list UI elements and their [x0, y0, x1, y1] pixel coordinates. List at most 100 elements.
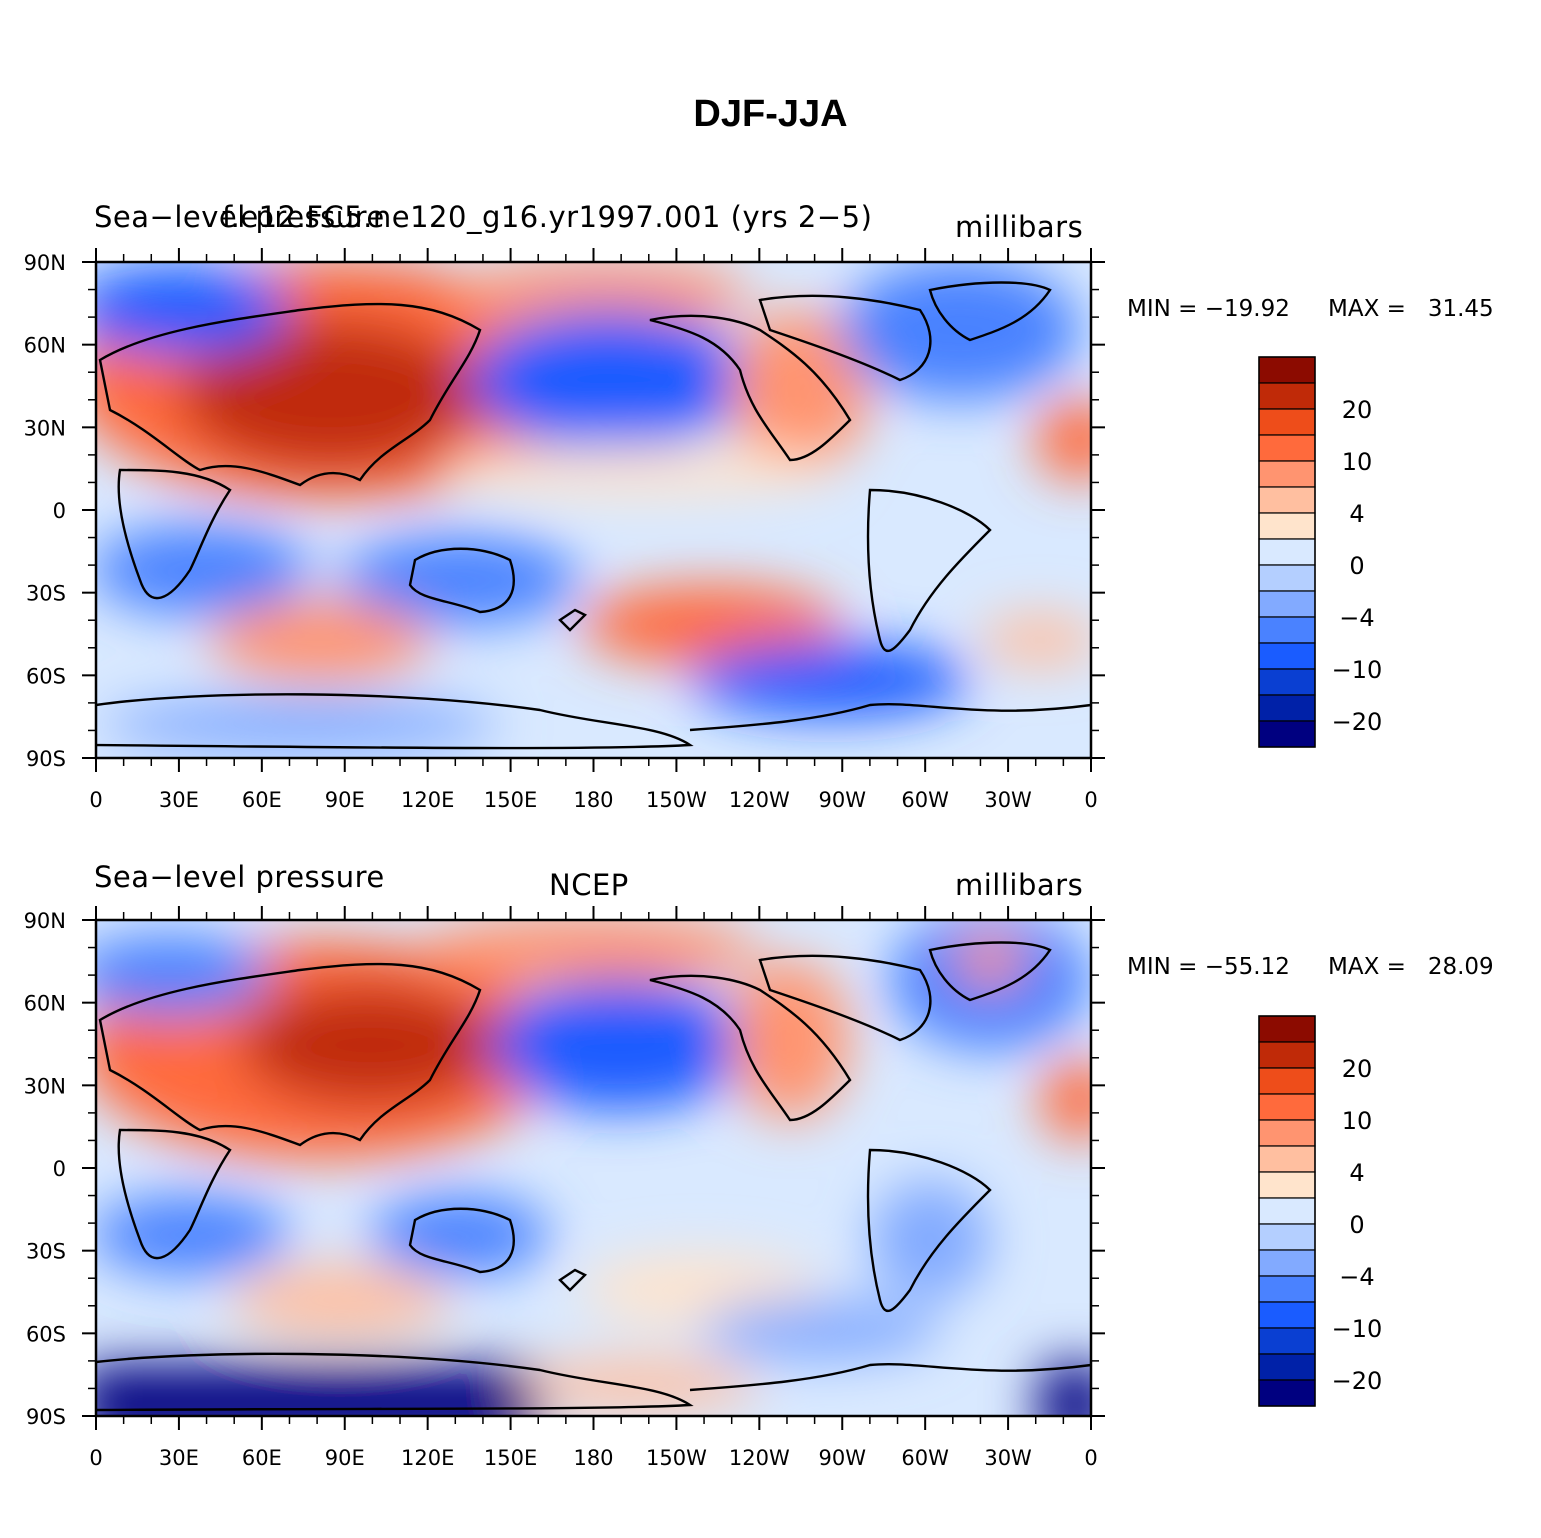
- x-tick-label: 120W: [729, 1446, 790, 1470]
- y-tick-label: 30S: [26, 1240, 66, 1264]
- panel1-colorbar: 20 10 4 0 −4 −10 −20: [1258, 356, 1383, 748]
- x-tick-label: 0: [1084, 788, 1097, 812]
- x-tick-label: 90W: [819, 788, 867, 812]
- panel2-max: MAX = 28.09: [1328, 954, 1494, 980]
- colorbar-box: [1258, 356, 1316, 384]
- x-tick-label: 60W: [901, 1446, 949, 1470]
- colorbar-box: [1258, 382, 1316, 410]
- colorbar-box: [1258, 1171, 1316, 1199]
- y-tick-label: 90N: [24, 909, 66, 933]
- colorbar-box: [1258, 1093, 1316, 1121]
- colorbar-label: 20: [1342, 1055, 1373, 1083]
- colorbar-box: [1258, 668, 1316, 696]
- x-tick-label: 150E: [484, 788, 537, 812]
- y-tick-label: 0: [53, 499, 66, 523]
- colorbar-box: [1258, 538, 1316, 566]
- colorbar-box: [1258, 590, 1316, 618]
- colorbar-box: [1258, 1119, 1316, 1147]
- x-tick-label: 150E: [484, 1446, 537, 1470]
- colorbar-box: [1258, 1327, 1316, 1355]
- x-tick-label: 180: [573, 788, 613, 812]
- colorbar-label: −10: [1332, 656, 1383, 684]
- x-tick-label: 90E: [325, 1446, 365, 1470]
- panel1-map: 0 30E 60E 90E 120E 150E 180 150W 120W 90W 60W 30W 09…: [24, 248, 1105, 812]
- x-tick-label: 60E: [242, 788, 282, 812]
- x-tick-label: 120E: [401, 1446, 454, 1470]
- colorbar-label: 0: [1349, 552, 1364, 580]
- x-tick-label: 30E: [159, 788, 199, 812]
- y-tick-label: 60S: [26, 664, 66, 688]
- x-tick-label: 30W: [984, 1446, 1032, 1470]
- x-tick-label: 150W: [646, 1446, 707, 1470]
- panel2-coastlines: [95, 941, 1092, 1412]
- x-tick-label: 30E: [159, 1446, 199, 1470]
- colorbar-box: [1258, 616, 1316, 644]
- x-tick-label: 60E: [242, 1446, 282, 1470]
- colorbar-frame: [1258, 356, 1316, 748]
- x-tick-label: 0: [89, 1446, 102, 1470]
- colorbar-frame: [1258, 1015, 1316, 1407]
- colorbar-box: [1258, 564, 1316, 592]
- figure-title: DJF-JJA: [693, 93, 848, 135]
- x-tick-label: 60W: [901, 788, 949, 812]
- y-tick-label: 0: [53, 1157, 66, 1181]
- colorbar-box: [1258, 408, 1316, 436]
- colorbar-box: [1258, 1145, 1316, 1173]
- colorbar-label: 0: [1349, 1211, 1364, 1239]
- x-tick-label: 120E: [401, 788, 454, 812]
- panel1-center-title: f.e12.FC5.ne120_g16.yr1997.001 (yrs 2−5): [222, 200, 873, 234]
- y-tick-label: 60S: [26, 1322, 66, 1346]
- panel2-colorbar: 20 10 4 0 −4 −10 −20: [1258, 1015, 1383, 1407]
- colorbar-label: −4: [1339, 1263, 1374, 1291]
- colorbar-box: [1258, 694, 1316, 722]
- panel2-axes: 0 30E 60E 90E 120E 150E 180 150W 120W 90W 60W 30W 09…: [24, 906, 1105, 1470]
- colorbar-box: [1258, 1301, 1316, 1329]
- x-tick-label: 120W: [729, 788, 790, 812]
- y-tick-label: 60N: [24, 334, 66, 358]
- panel2-map: 0 30E 60E 90E 120E 150E 180 150W 120W 90W 60W 30W 09…: [24, 906, 1105, 1470]
- colorbar-label: 10: [1342, 1107, 1373, 1135]
- panel2-min: MIN = −55.12: [1127, 954, 1290, 980]
- x-tick-label: 90W: [819, 1446, 867, 1470]
- colorbar-box: [1258, 486, 1316, 514]
- colorbar-box: [1258, 1353, 1316, 1381]
- panel2-left-title: Sea−level pressure: [94, 860, 385, 894]
- panel1-units: millibars: [955, 210, 1084, 244]
- x-tick-label: 180: [573, 1446, 613, 1470]
- colorbar-label: 4: [1349, 1159, 1364, 1187]
- x-tick-label: 30W: [984, 788, 1032, 812]
- colorbar-label: 10: [1342, 448, 1373, 476]
- colorbar-label: −20: [1332, 708, 1383, 736]
- colorbar-box: [1258, 1015, 1316, 1043]
- colorbar-label: 4: [1349, 500, 1364, 528]
- panel2-pressure-field: [96, 920, 1091, 1416]
- y-tick-label: 60N: [24, 992, 66, 1016]
- y-tick-label: 30S: [26, 582, 66, 606]
- colorbar-label: −4: [1339, 604, 1374, 632]
- colorbar-label: −20: [1332, 1367, 1383, 1395]
- panel1-left-title: Sea−level pressure: [94, 200, 385, 234]
- panel1-axes: 0 30E 60E 90E 120E 150E 180 150W 120W 90W 60W 30W 09…: [24, 248, 1105, 812]
- x-tick-label: 0: [1084, 1446, 1097, 1470]
- colorbar-box: [1258, 1041, 1316, 1069]
- panel1-min: MIN = −19.92: [1127, 296, 1290, 322]
- y-tick-label: 90S: [26, 1405, 66, 1429]
- colorbar-box: [1258, 720, 1316, 748]
- y-tick-label: 90N: [24, 251, 66, 275]
- y-tick-label: 30N: [24, 416, 66, 440]
- x-tick-label: 0: [89, 788, 102, 812]
- colorbar-box: [1258, 1067, 1316, 1095]
- y-tick-label: 90S: [26, 747, 66, 771]
- x-tick-label: 150W: [646, 788, 707, 812]
- colorbar-box: [1258, 1379, 1316, 1407]
- panel2-units: millibars: [955, 868, 1084, 902]
- panel1-coastlines: [95, 281, 1092, 750]
- colorbar-box: [1258, 1223, 1316, 1251]
- colorbar-label: 20: [1342, 396, 1373, 424]
- colorbar-box: [1258, 460, 1316, 488]
- panel2-center-title: NCEP: [549, 868, 629, 902]
- colorbar-box: [1258, 642, 1316, 670]
- colorbar-label: −10: [1332, 1315, 1383, 1343]
- colorbar-box: [1258, 1275, 1316, 1303]
